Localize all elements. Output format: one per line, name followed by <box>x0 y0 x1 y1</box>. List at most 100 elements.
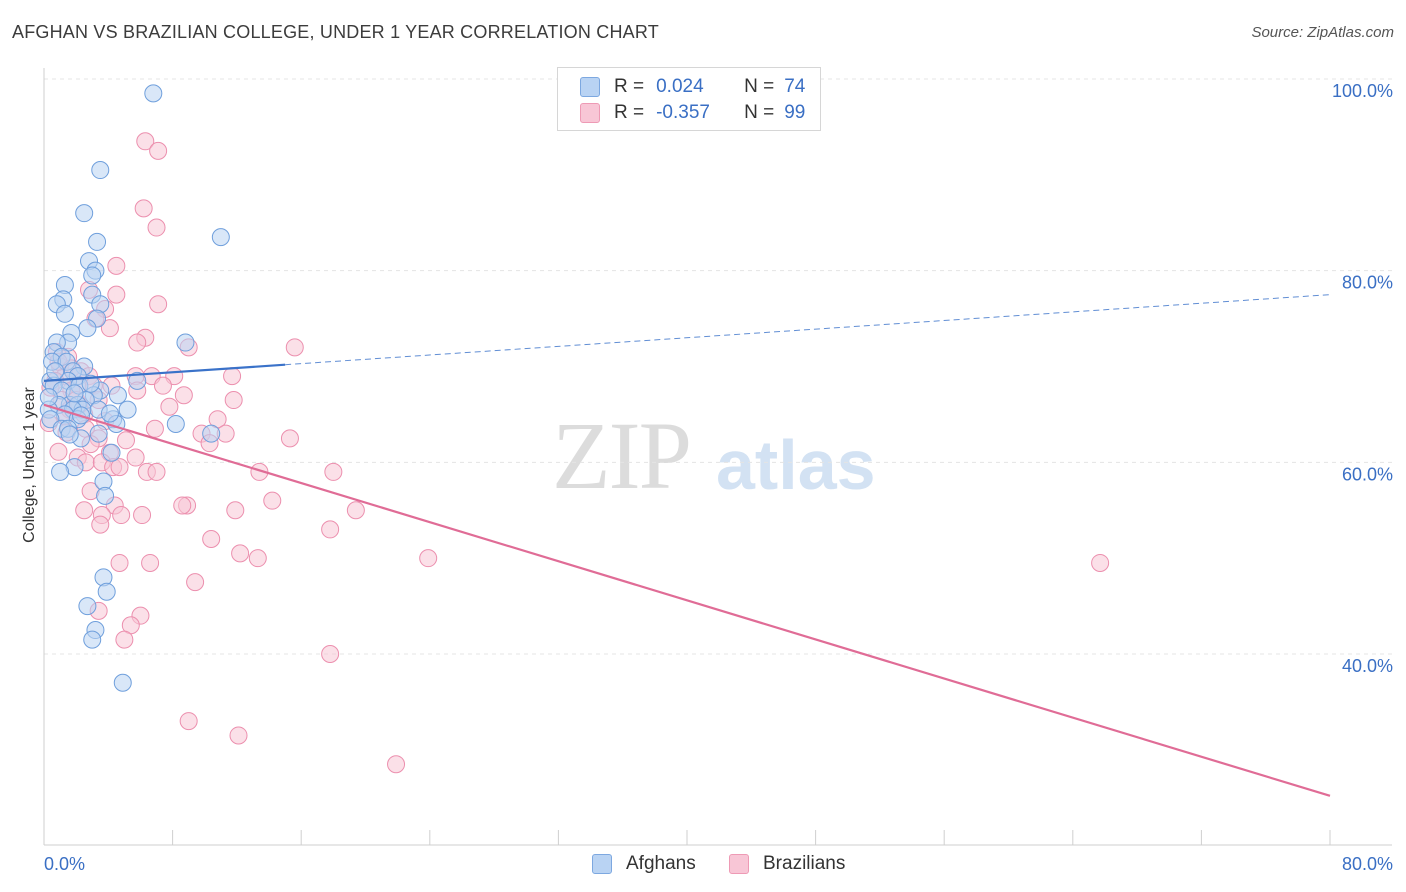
brazilian-point <box>149 141 168 160</box>
brazilians-n-value: 99 <box>784 102 806 123</box>
afghan-point <box>46 362 65 381</box>
brazilian-point <box>147 462 166 481</box>
brazilian-point <box>136 132 155 151</box>
y-tick-label: 60.0% <box>1342 464 1393 484</box>
brazilian-point <box>248 549 267 568</box>
afghan-point <box>128 371 147 390</box>
afghan-point <box>39 388 58 407</box>
afghan-point <box>83 630 102 649</box>
afghans-swatch <box>580 77 600 97</box>
afghan-point <box>89 424 108 443</box>
afghan-point <box>78 319 97 338</box>
brazilian-point <box>321 520 340 539</box>
brazilian-point <box>160 397 179 416</box>
brazilian-point <box>107 285 126 304</box>
brazilian-point <box>179 712 198 731</box>
y-tick-label: 100.0% <box>1332 81 1393 101</box>
brazilian-point <box>186 573 205 592</box>
brazilian-point <box>346 501 365 520</box>
afghan-point <box>96 486 115 505</box>
brazilian-point <box>387 755 406 774</box>
afghan-point <box>118 400 137 419</box>
brazilian-point <box>263 491 282 510</box>
afghan-point <box>83 266 102 285</box>
afghans-n-value: 74 <box>784 76 806 97</box>
afghan-point <box>88 232 107 251</box>
afghans-r-value: 0.024 <box>656 76 704 97</box>
brazilian-point <box>226 501 245 520</box>
afghan-point <box>100 404 119 423</box>
brazilian-point <box>147 218 166 237</box>
afghans-r-label: R = <box>614 76 645 97</box>
bottom-legend-afghans: Afghans <box>592 851 696 877</box>
brazilian-point <box>231 544 250 563</box>
brazilian-point <box>173 496 192 515</box>
afghans-legend-label: Afghans <box>626 853 696 874</box>
afghan-point <box>202 424 221 443</box>
watermark-atlas: atlas <box>716 426 876 504</box>
brazilians-n-label: N = <box>744 102 775 123</box>
brazilian-point <box>110 458 129 477</box>
afghan-point <box>166 415 185 433</box>
afghan-point <box>75 204 94 223</box>
afghans-trend-line-solid <box>43 363 286 382</box>
brazilian-point <box>75 501 94 520</box>
brazilian-point <box>91 515 110 534</box>
chart-title: AFGHAN VS BRAZILIAN COLLEGE, UNDER 1 YEA… <box>12 22 659 42</box>
brazilians-legend-label: Brazilians <box>763 853 846 874</box>
brazilian-point <box>223 367 242 386</box>
afghans-trend-line-dashed <box>285 294 1331 366</box>
brazilian-point <box>134 199 153 218</box>
brazilian-point <box>280 429 299 448</box>
brazilian-point <box>285 338 304 357</box>
brazilian-point <box>419 549 438 568</box>
x-tick-label-min: 0.0% <box>44 854 85 874</box>
brazilians-legend-swatch <box>729 854 749 874</box>
afghan-point <box>81 374 100 393</box>
brazilians-swatch <box>580 103 600 123</box>
legend-row-brazilians: R = -0.357 N = 99 <box>580 100 805 126</box>
brazilians-trend-line <box>43 403 1331 797</box>
afghan-point <box>176 333 195 352</box>
brazilian-point <box>145 419 164 438</box>
brazilian-point <box>133 506 152 525</box>
afghan-point <box>108 386 127 405</box>
source-note: Source: ZipAtlas.com <box>1251 24 1394 41</box>
afghan-point <box>55 304 74 323</box>
brazilian-point <box>321 645 340 663</box>
y-tick-label: 40.0% <box>1342 656 1393 676</box>
afghan-point <box>113 673 132 692</box>
brazilian-point <box>153 376 172 395</box>
afghan-point <box>91 161 110 180</box>
afghan-point <box>60 425 79 444</box>
afghan-point <box>97 582 116 601</box>
brazilian-point <box>110 553 129 572</box>
brazilian-point <box>115 630 134 649</box>
brazilians-r-label: R = <box>614 102 645 123</box>
brazilian-point <box>202 530 221 548</box>
afghan-point <box>211 228 230 247</box>
brazilian-point <box>324 462 343 481</box>
brazilian-point <box>126 448 145 467</box>
afghan-point <box>65 384 84 403</box>
afghan-point <box>78 597 97 616</box>
brazilian-point <box>112 506 131 525</box>
brazilian-point <box>49 442 68 461</box>
afghan-point <box>144 84 163 103</box>
legend-row-afghans: R = 0.024 N = 74 <box>580 74 805 100</box>
brazilian-point <box>128 333 147 352</box>
brazilian-point <box>224 391 243 410</box>
watermark-zip: ZIP <box>552 402 692 509</box>
afghans-legend-swatch <box>592 854 612 874</box>
y-tick-label: 80.0% <box>1342 273 1393 293</box>
brazilian-point <box>1091 553 1110 572</box>
afghans-n-label: N = <box>744 76 775 97</box>
brazilian-point <box>229 726 248 745</box>
x-tick-label-max: 80.0% <box>1342 854 1393 874</box>
afghan-point <box>51 462 70 481</box>
brazilian-point <box>141 553 160 572</box>
brazilian-point <box>116 431 135 450</box>
brazilian-point <box>100 319 119 338</box>
brazilians-r-value: -0.357 <box>656 102 710 123</box>
